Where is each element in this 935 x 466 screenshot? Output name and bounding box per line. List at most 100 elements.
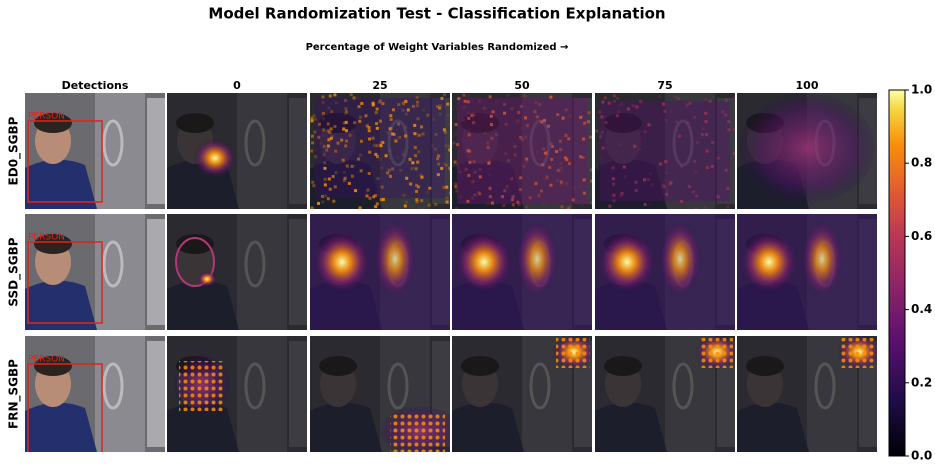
person-hair <box>176 113 214 133</box>
heat-pixel <box>395 137 399 141</box>
heat-pixel <box>564 133 568 137</box>
heat-pixel <box>342 178 346 182</box>
heat-pixel <box>541 163 545 167</box>
heat-pixel <box>468 144 471 147</box>
heat-pixel <box>310 206 314 209</box>
heat-pixel <box>372 195 376 199</box>
mirror <box>529 119 551 167</box>
heat-pixel <box>415 100 419 104</box>
heat-pixel <box>389 126 393 130</box>
heat-pixel <box>327 177 331 181</box>
heat-pixel <box>415 95 419 99</box>
heat-pixel <box>464 167 468 171</box>
heat-pixel <box>448 169 450 173</box>
person-hair <box>461 113 499 133</box>
heat-pixel <box>471 111 475 115</box>
heat-pixel <box>622 165 626 169</box>
person-body <box>25 280 97 330</box>
heat-pixel <box>549 96 553 100</box>
person-body <box>25 159 97 209</box>
heat-pixel <box>375 155 379 159</box>
heat-pixel <box>327 138 331 142</box>
image-cell <box>452 336 592 452</box>
heat-pixel <box>411 161 415 165</box>
heat-blob <box>197 271 217 287</box>
heat-pixel <box>668 182 672 186</box>
heat-pixel <box>334 171 338 175</box>
column-header: 0 <box>233 79 241 92</box>
mirror <box>244 362 266 410</box>
heat-pixel <box>313 117 317 121</box>
heat-pixel <box>501 195 505 199</box>
heat-pixel <box>535 150 539 154</box>
heat-pixel <box>507 159 511 163</box>
heat-pixel <box>538 102 542 106</box>
shelf <box>574 98 592 204</box>
heat-pixel <box>416 133 420 137</box>
heat-pixel <box>448 166 450 170</box>
heat-pixel <box>647 123 651 127</box>
heat-pixel <box>617 110 621 114</box>
heat-pixel <box>675 120 679 124</box>
heat-pixel <box>542 118 546 122</box>
person-hair <box>461 356 499 376</box>
heat-pixel <box>664 171 668 175</box>
image-cell <box>167 93 307 209</box>
heat-pixel <box>345 164 349 168</box>
detection-label: PERSON <box>28 112 65 122</box>
image-cell <box>595 214 735 330</box>
heat-pixel <box>350 174 354 178</box>
person-hair <box>319 356 357 376</box>
heat-pixel <box>549 142 553 146</box>
colorbar-tick-label: 0.8 <box>911 156 932 170</box>
heat-pixel <box>571 97 574 100</box>
heat-pixel <box>445 185 449 189</box>
heat-pixel <box>561 100 564 103</box>
mirror <box>672 119 694 167</box>
row-label: ED0_SGBP <box>7 116 22 185</box>
heat-pixel <box>666 189 670 193</box>
heat-pixel <box>542 147 546 151</box>
heat-pixel <box>732 151 735 155</box>
heat-pixel <box>565 158 569 162</box>
person-body <box>310 159 382 209</box>
heat-pixel <box>494 132 498 136</box>
heat-pixel <box>468 149 472 153</box>
heat-pixel <box>322 128 326 132</box>
heat-pixel <box>504 122 508 126</box>
image-cell <box>310 93 450 210</box>
heat-pixel <box>695 194 699 198</box>
heat-pixel <box>611 177 615 181</box>
heat-pixel <box>446 102 450 106</box>
heat-pixel <box>511 195 515 199</box>
heat-pixel <box>406 108 410 112</box>
person-body <box>452 402 524 452</box>
heat-pixel <box>390 199 393 202</box>
heat-pixel <box>322 153 326 157</box>
heat-pixel <box>600 115 604 119</box>
heat-pixel <box>368 150 372 154</box>
heat-pixel <box>415 200 419 204</box>
heat-pixel <box>695 140 699 144</box>
heat-pixel <box>579 155 583 159</box>
heat-pixel <box>347 181 351 185</box>
heat-pixel <box>463 99 467 103</box>
heat-pixel <box>688 101 692 105</box>
heat-pixel <box>549 183 553 187</box>
heat-pixel <box>600 130 604 134</box>
heat-pixel <box>694 207 698 209</box>
heat-pixel <box>513 153 517 157</box>
shelf <box>859 219 877 325</box>
heat-pixel <box>525 205 529 209</box>
heat-pixel <box>325 131 329 135</box>
heat-pixel <box>409 207 412 210</box>
heat-pixel <box>596 166 600 170</box>
person-hair <box>34 234 72 254</box>
heat-pixel <box>633 145 637 149</box>
heat-pixel <box>342 127 346 131</box>
heat-pixel <box>687 184 691 188</box>
heat-blob <box>800 219 844 299</box>
column-header: Detections <box>62 79 129 92</box>
heat-pixel <box>446 113 450 117</box>
heat-pixel <box>692 115 696 119</box>
